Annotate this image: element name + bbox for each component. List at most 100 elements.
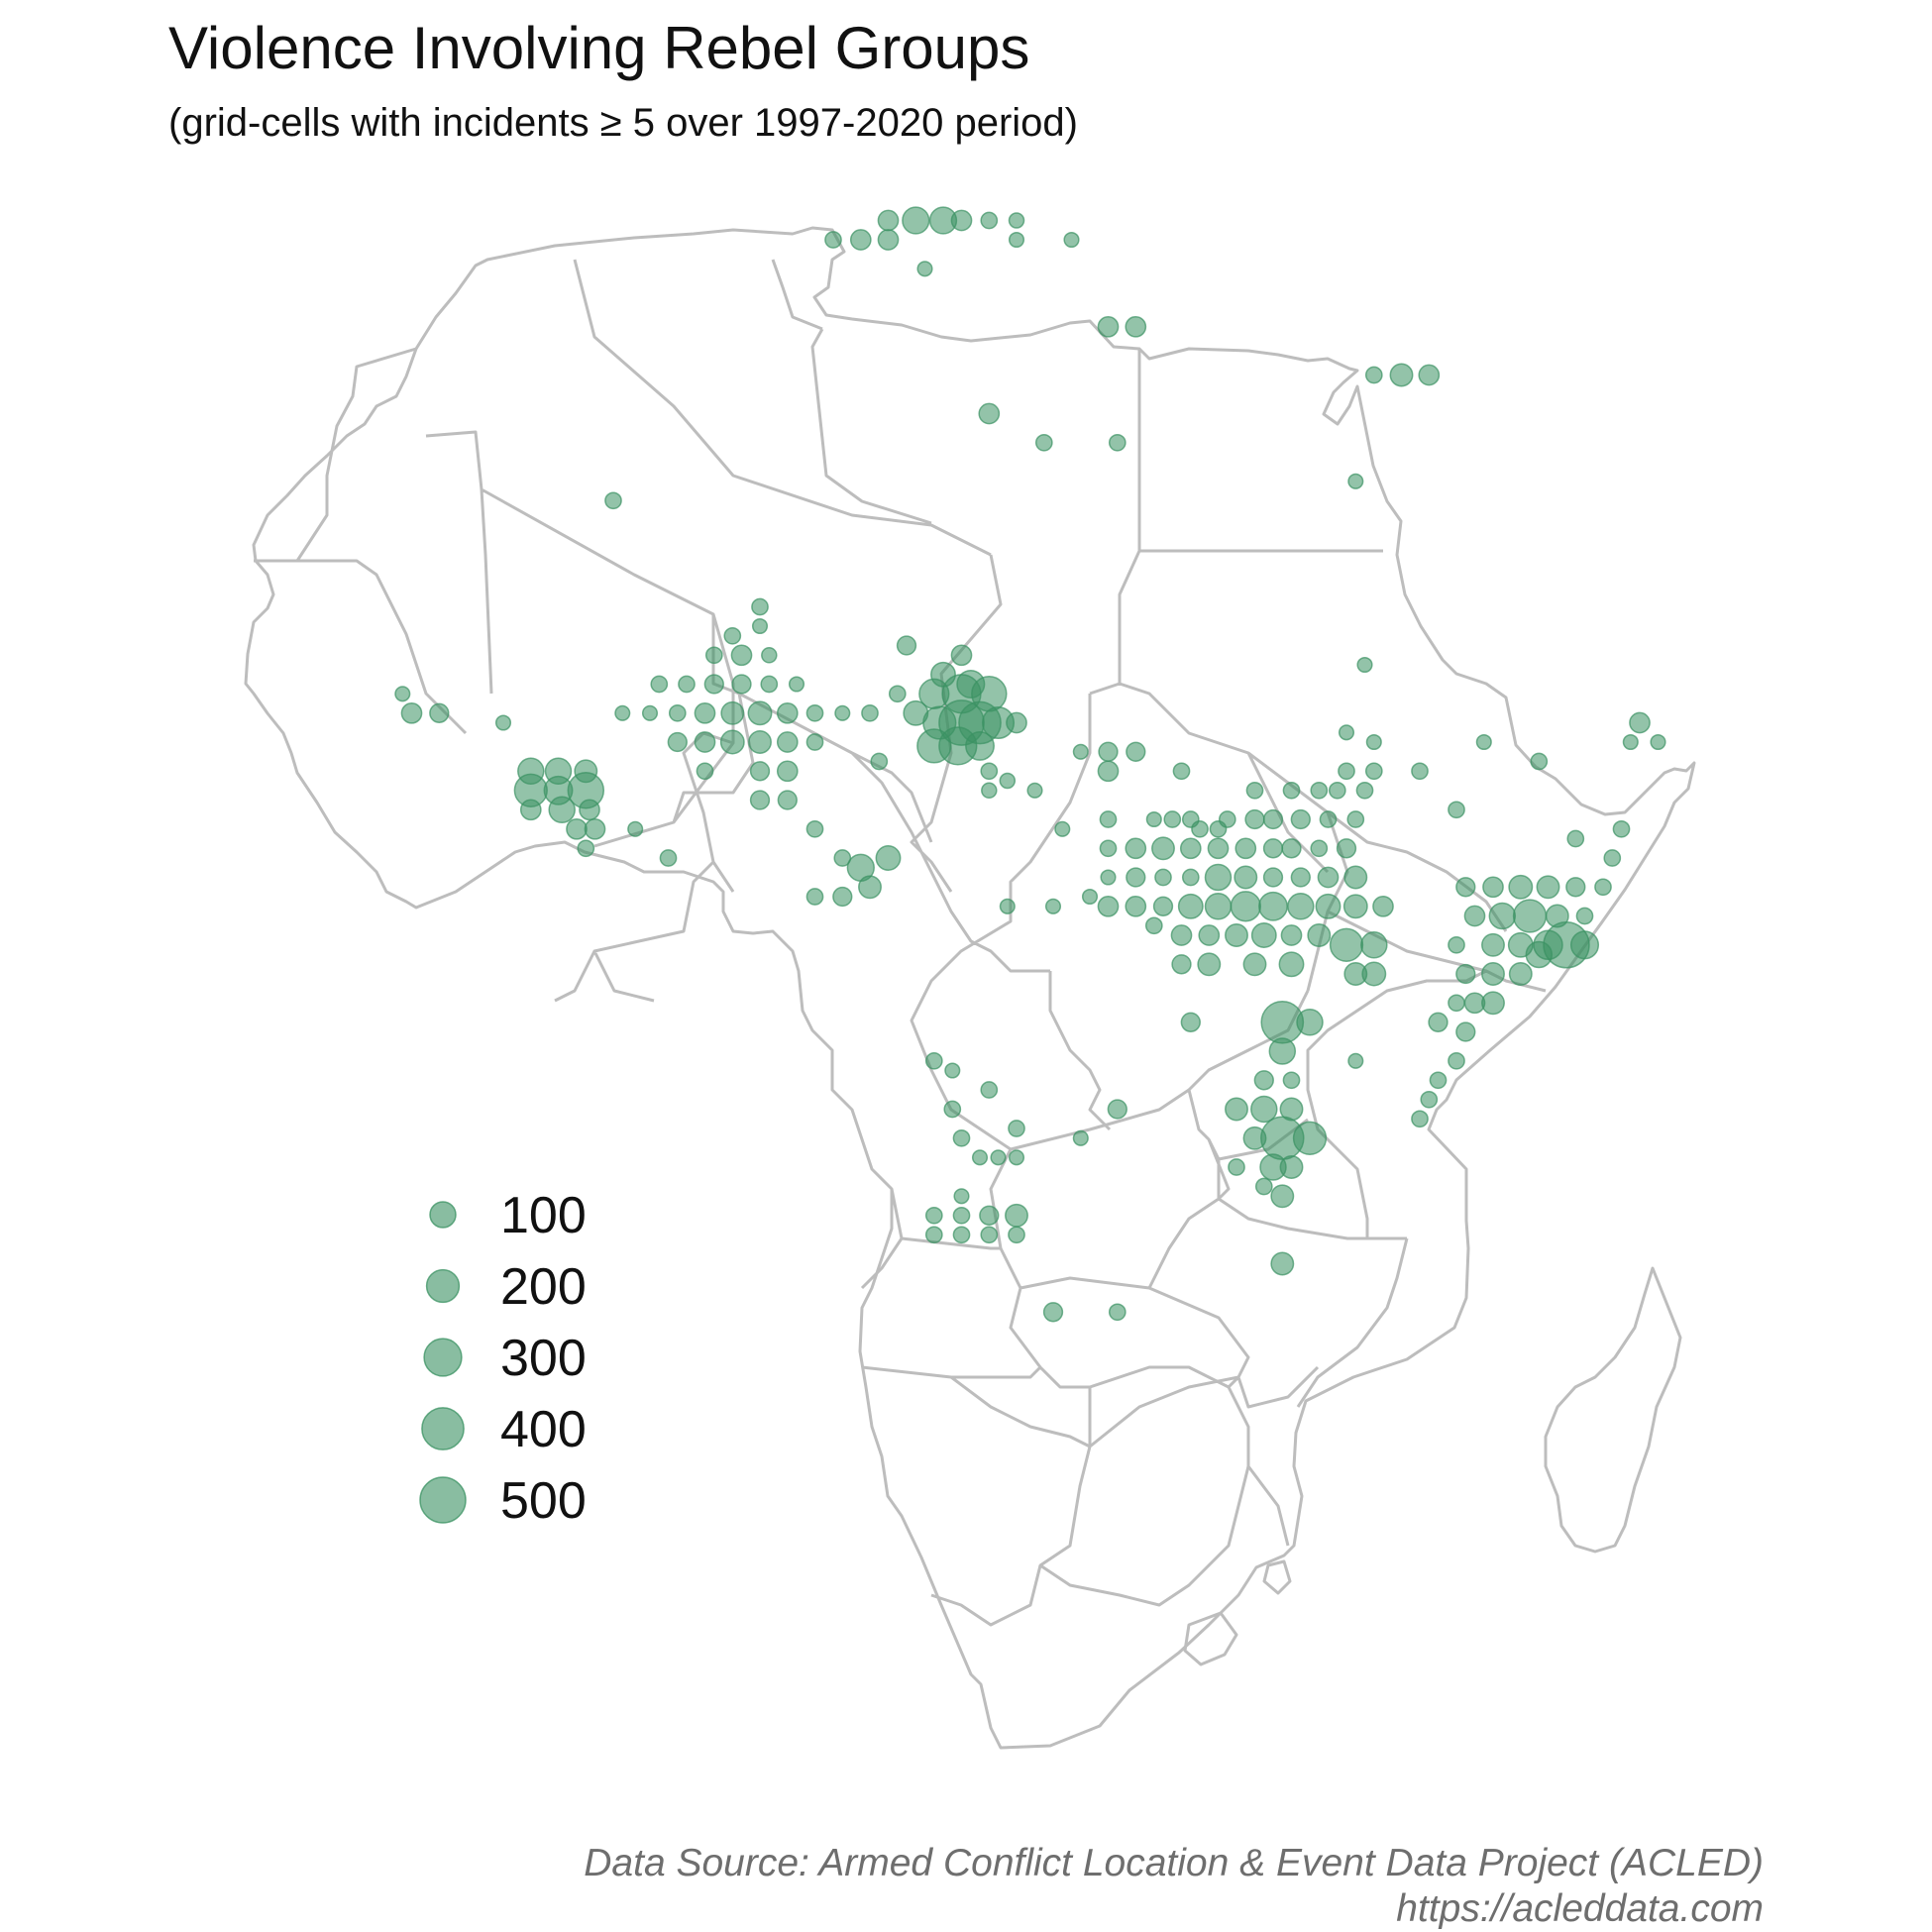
incident-point (1355, 781, 1374, 800)
incident-point (952, 1226, 971, 1244)
incident-point (1536, 875, 1560, 900)
eswatini-outline (1262, 1559, 1292, 1595)
incident-point (566, 817, 588, 840)
incident-point (1152, 896, 1174, 916)
incident-point (1364, 762, 1383, 781)
incident-point (971, 1149, 989, 1166)
incident-point (1044, 898, 1062, 914)
incident-point (1347, 473, 1364, 489)
legend-label-400: 400 (500, 1401, 587, 1458)
incident-point (1163, 810, 1182, 828)
incident-point (1100, 869, 1117, 886)
incident-point (1428, 1012, 1449, 1032)
legend-key-300 (423, 1338, 463, 1377)
incident-point (1360, 931, 1388, 959)
incident-point (749, 790, 771, 810)
incident-point (875, 845, 902, 871)
lesotho-outline (1183, 1611, 1238, 1666)
legend-key-500 (419, 1476, 467, 1524)
incident-point (1097, 760, 1120, 783)
incident-point (990, 1149, 1007, 1166)
incident-point (400, 701, 423, 724)
incident-point (1512, 899, 1548, 933)
data-source-caption: Data Source: Armed Conflict Location & E… (584, 1841, 1764, 1932)
incident-point (678, 675, 696, 694)
incident-points (394, 206, 1666, 1323)
incident-point (1230, 891, 1261, 922)
legend-label-500: 500 (500, 1472, 587, 1530)
incident-point (1372, 895, 1394, 917)
incident-point (1125, 895, 1147, 917)
incident-point (1270, 1184, 1295, 1209)
incident-point (760, 675, 779, 694)
incident-point (1287, 893, 1315, 920)
incident-point (1411, 762, 1429, 781)
incident-point (731, 674, 752, 695)
incident-point (1253, 1070, 1274, 1091)
incident-point (805, 733, 824, 751)
legend-key-100 (429, 1201, 457, 1229)
incident-point (1054, 820, 1071, 837)
incident-point (1612, 819, 1631, 838)
incident-point (614, 704, 631, 721)
incident-point (719, 729, 745, 755)
incident-point (1488, 902, 1517, 930)
incident-point (805, 819, 824, 838)
incident-point (1008, 1226, 1025, 1244)
incident-point (641, 704, 659, 721)
incident-point (1026, 782, 1043, 799)
incident-point (950, 209, 973, 232)
incident-point (1315, 893, 1342, 919)
incident-point (1603, 849, 1622, 867)
incident-point (979, 1205, 1000, 1226)
incident-point (980, 211, 999, 230)
incident-point (1319, 810, 1338, 828)
incident-point (1278, 951, 1305, 978)
incident-point (1250, 1095, 1278, 1124)
incident-point (627, 820, 644, 837)
incident-point (1005, 1203, 1028, 1228)
incident-point (1420, 1090, 1439, 1109)
incident-point (978, 402, 1001, 425)
incident-point (1565, 877, 1586, 898)
incident-point (1177, 893, 1204, 919)
incident-point (1172, 762, 1191, 781)
incident-point (1209, 819, 1228, 838)
incident-point (1307, 923, 1332, 947)
incident-point (1034, 433, 1053, 452)
internal-borders (254, 259, 1547, 1627)
incident-point (579, 799, 600, 821)
incident-point (849, 229, 872, 251)
incident-point (1108, 433, 1127, 452)
incident-point (751, 597, 769, 616)
incident-point (776, 760, 799, 783)
incident-point (1310, 781, 1329, 800)
incident-point (1228, 1158, 1245, 1176)
incident-point (694, 701, 716, 724)
incident-point (1191, 819, 1209, 838)
incident-point (980, 1226, 999, 1244)
incident-point (952, 1206, 971, 1225)
incident-point (519, 799, 542, 821)
incident-point (1008, 231, 1025, 249)
incident-point (1144, 916, 1163, 935)
incident-point (833, 849, 852, 867)
incident-point (1170, 924, 1193, 946)
legend-label-300: 300 (500, 1330, 587, 1387)
incident-point (1347, 1052, 1364, 1069)
incident-point (999, 772, 1017, 790)
incident-point (696, 762, 714, 781)
incident-point (730, 644, 753, 667)
incident-point (1364, 366, 1383, 384)
incident-point (1463, 905, 1486, 927)
incident-point (1097, 315, 1120, 338)
incident-point (924, 1206, 943, 1225)
incident-point (1455, 963, 1476, 985)
incident-point (1338, 724, 1355, 741)
incident-point (704, 646, 723, 665)
legend-label-100: 100 (500, 1187, 587, 1244)
incident-point (584, 817, 606, 840)
incident-point (1072, 1129, 1089, 1146)
incident-point (494, 714, 512, 731)
